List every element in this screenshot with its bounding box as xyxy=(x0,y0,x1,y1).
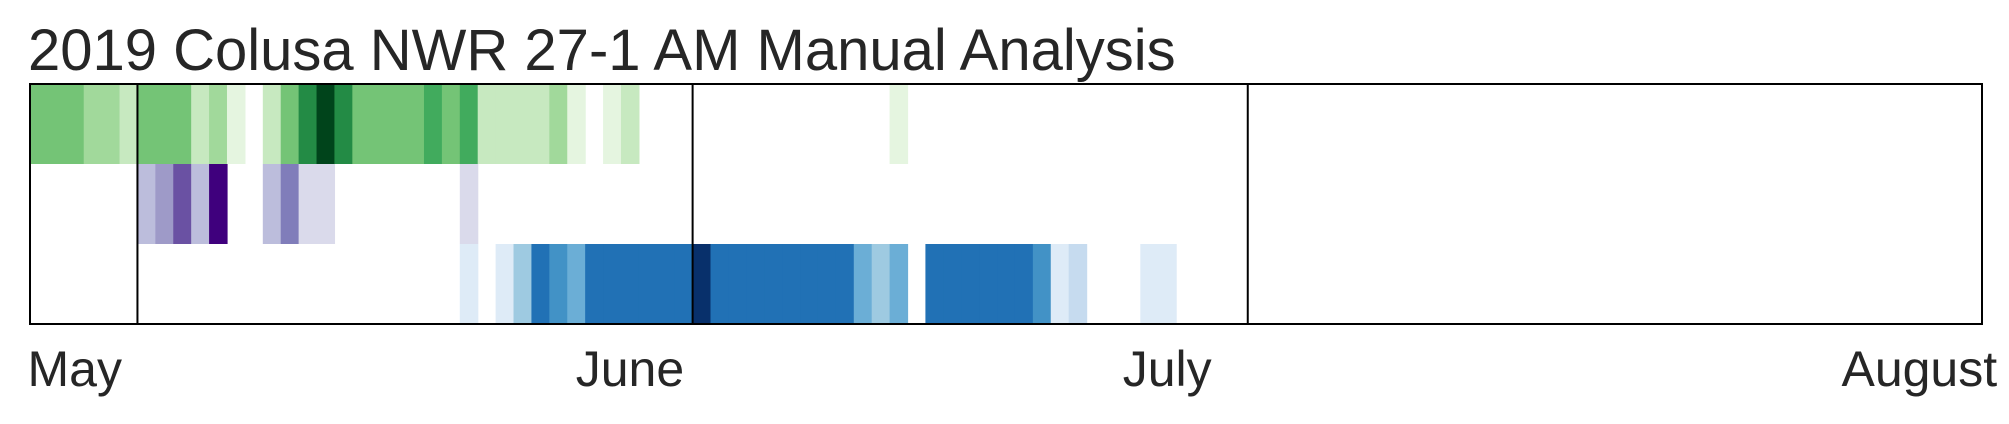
heatmap-cell xyxy=(531,244,550,324)
heatmap-cell xyxy=(334,84,353,164)
heatmap-cell xyxy=(961,244,980,324)
heatmap-cell xyxy=(620,84,640,164)
heatmap-cell xyxy=(173,84,192,164)
heatmap-cell xyxy=(209,164,228,244)
heatmap-cell xyxy=(191,84,210,164)
heatmap-cell xyxy=(30,84,49,164)
heatmap-cell xyxy=(692,244,712,324)
heatmap-cell xyxy=(567,84,586,164)
heatmap-cell xyxy=(1032,244,1052,324)
heatmap-cell xyxy=(728,244,747,324)
heatmap-cell xyxy=(65,84,85,164)
heatmap-cell xyxy=(603,84,622,164)
heatmap-cell xyxy=(549,84,568,164)
heatmap-cell xyxy=(1014,244,1034,324)
heatmap-cell xyxy=(620,244,640,324)
heatmap-cell xyxy=(585,244,604,324)
heatmap-cell xyxy=(441,84,461,164)
heatmap-cell xyxy=(1140,244,1159,324)
heatmap-cell xyxy=(603,244,622,324)
heatmap-cell xyxy=(155,84,174,164)
chart-title: 2019 Colusa NWR 27-1 AM Manual Analysis xyxy=(28,18,1176,83)
heatmap-cell xyxy=(1158,244,1177,324)
heatmap-cell xyxy=(656,244,676,324)
heatmap-cell xyxy=(889,84,909,164)
heatmap-cell xyxy=(997,244,1016,324)
heatmap-cell xyxy=(423,84,443,164)
heatmap-cell xyxy=(943,244,962,324)
heatmap-cell xyxy=(262,84,282,164)
heatmap-cell xyxy=(817,244,837,324)
month-tick-label: June xyxy=(576,341,684,397)
heatmap-cell xyxy=(531,84,550,164)
heatmap-cell xyxy=(406,84,425,164)
heatmap-cell xyxy=(298,164,318,244)
heatmap-cell xyxy=(459,164,479,244)
heatmap-cell xyxy=(280,164,300,244)
heatmap-cell xyxy=(513,244,533,324)
heatmap-cell xyxy=(764,244,783,324)
heatmap-cell xyxy=(155,164,174,244)
heatmap-cell xyxy=(316,84,336,164)
month-tick-label: May xyxy=(28,341,122,397)
heatmap-cell xyxy=(137,164,156,244)
heatmap-cell xyxy=(889,244,909,324)
heatmap-cell xyxy=(173,164,192,244)
heatmap-cell xyxy=(316,164,336,244)
heatmap-cell xyxy=(298,84,318,164)
heatmap-cell xyxy=(782,244,801,324)
heatmap-cell xyxy=(835,244,855,324)
heatmap-cell xyxy=(495,84,515,164)
heatmap-cell xyxy=(226,84,246,164)
heatmap-cell xyxy=(83,84,103,164)
month-labels: May June July August xyxy=(28,341,1998,397)
month-dividers xyxy=(136,84,1249,324)
month-tick-label: August xyxy=(1841,341,1997,397)
heatmap-cell xyxy=(710,244,730,324)
heatmap-cell xyxy=(370,84,389,164)
heatmap-cell xyxy=(137,84,156,164)
heatmap-cell xyxy=(1068,244,1088,324)
heatmap-cell xyxy=(209,84,228,164)
heatmap-cells xyxy=(30,84,1177,324)
heatmap-cell xyxy=(746,244,765,324)
heatmap-cell xyxy=(352,84,371,164)
heatmap-cell xyxy=(638,244,658,324)
heatmap-cell xyxy=(979,244,998,324)
heatmap-cell xyxy=(119,84,139,164)
heatmap-cell xyxy=(871,244,891,324)
heatmap-cell xyxy=(495,244,515,324)
heatmap-cell xyxy=(191,164,210,244)
heatmap-cell xyxy=(925,244,944,324)
heatmap-cell xyxy=(459,244,479,324)
heatmap-cell xyxy=(853,244,873,324)
heatmap-cell xyxy=(388,84,407,164)
month-tick-label: July xyxy=(1123,341,1212,397)
heatmap-cell xyxy=(567,244,586,324)
heatmap-cell xyxy=(674,244,694,324)
heatmap-cell xyxy=(101,84,121,164)
plot-frame xyxy=(29,83,1983,325)
heatmap-cell xyxy=(477,84,497,164)
heatmap-cell xyxy=(549,244,568,324)
heatmap-cell xyxy=(1050,244,1070,324)
heatmap-cell xyxy=(513,84,533,164)
heatmap-cell xyxy=(800,244,819,324)
heatmap-cell xyxy=(280,84,300,164)
heatmap-cell xyxy=(459,84,479,164)
heatmap-cell xyxy=(262,164,282,244)
heatmap-cell xyxy=(47,84,67,164)
